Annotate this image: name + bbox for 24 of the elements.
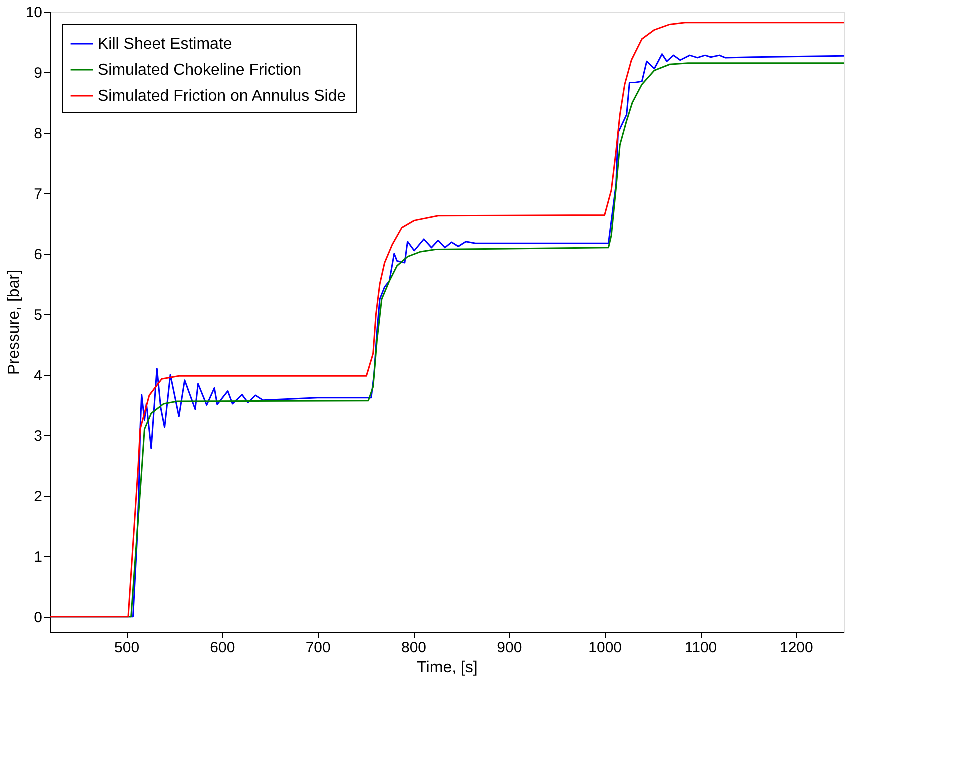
x-axis-title: Time, [s] <box>417 660 478 676</box>
y-tick-label: 1 <box>34 548 42 566</box>
y-tick-label: 4 <box>34 367 42 384</box>
x-tick-label: 700 <box>306 640 331 656</box>
y-tick-label: 10 <box>26 4 42 22</box>
y-tick-label: 3 <box>34 428 42 445</box>
y-axis-title: Pressure, [bar] <box>6 270 23 375</box>
x-tick-label: 1200 <box>780 640 814 656</box>
x-tick-label: 1000 <box>588 640 622 656</box>
y-tick-label: 0 <box>34 609 42 626</box>
y-tick-label: 7 <box>34 186 42 203</box>
y-tick-label: 6 <box>34 246 42 264</box>
legend-label: Simulated Chokeline Friction <box>98 62 302 79</box>
x-tick-label: 900 <box>497 640 522 656</box>
y-tick-label: 2 <box>34 488 42 506</box>
x-tick-label: 600 <box>210 640 236 656</box>
y-tick-label: 8 <box>34 125 42 142</box>
x-tick-label: 800 <box>402 640 427 656</box>
x-tick-label: 1100 <box>684 640 718 656</box>
legend-label: Simulated Friction on Annulus Side <box>98 88 346 105</box>
x-tick-label: 500 <box>114 640 140 656</box>
y-tick-label: 9 <box>34 64 42 82</box>
y-tick-label: 5 <box>34 306 42 324</box>
legend-label: Kill Sheet Estimate <box>98 36 232 53</box>
